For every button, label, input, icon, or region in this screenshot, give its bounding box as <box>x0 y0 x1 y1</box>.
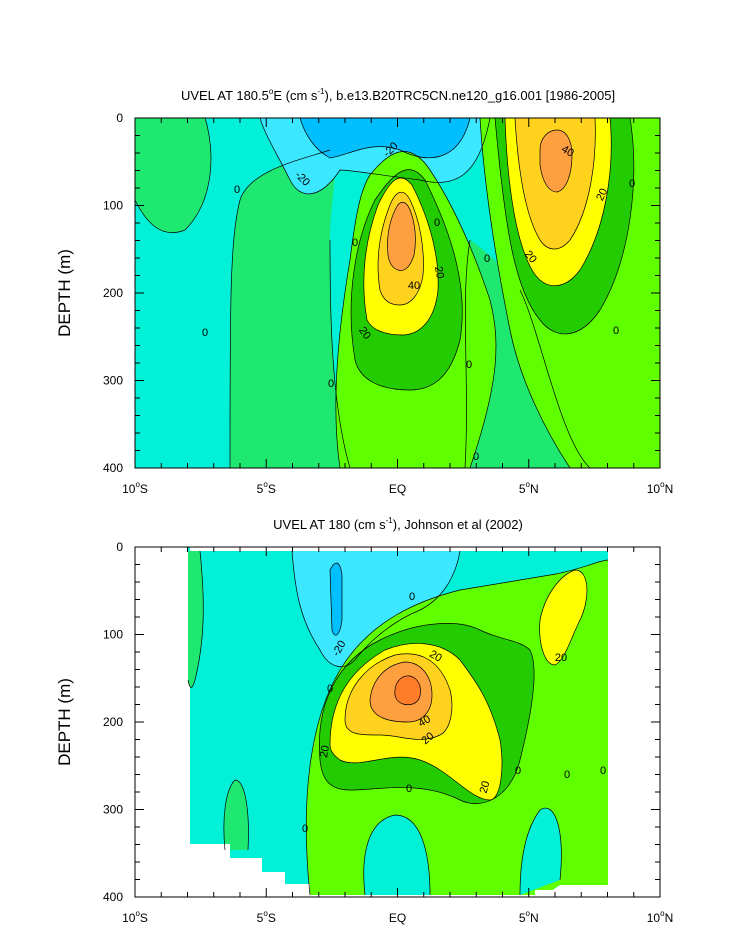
contour-label: 0 <box>484 253 490 265</box>
contour-band-right-40b <box>540 130 572 192</box>
y-tick-label: 100 <box>103 199 123 213</box>
contour-band-green-left <box>135 118 211 233</box>
contour-band-left-low <box>223 780 249 850</box>
contour-lines <box>135 118 635 468</box>
contour-label: 0 <box>328 378 334 390</box>
contour-label: 0 <box>564 769 570 781</box>
contour-label: 0 <box>600 765 606 777</box>
x-tick-label: 10oS <box>122 480 148 496</box>
x-tick-label: 5oN <box>519 480 539 496</box>
contour-band-neg20 <box>330 563 342 636</box>
contour-label: 0 <box>406 783 412 795</box>
contour-label: 20 <box>318 744 332 758</box>
x-tick-label: 5oN <box>519 909 539 925</box>
panel-top-contour-fill: 0 0 0 0 0 0 0 0 0 0 -20 -20 20 20 20 20 … <box>135 118 660 468</box>
x-tick-label: 10oN <box>647 480 673 496</box>
contour-band-50 <box>394 675 421 705</box>
whitespace-bottom-left <box>188 844 310 897</box>
contour-band-lower-cyan-right <box>520 808 562 895</box>
x-tick-label: 5oS <box>257 480 276 496</box>
whitespace-bottom-right <box>535 885 608 897</box>
contour-band-green-left <box>188 551 204 688</box>
contour-label: 0 <box>613 325 619 337</box>
y-tick-label: 200 <box>103 286 123 300</box>
panel-top-y-tick-labels: 0 100 200 300 400 <box>103 111 123 475</box>
panel-bottom: UVEL AT 180 (cm s-1), Johnson et al (200… <box>55 516 673 925</box>
y-tick-label: 200 <box>103 715 123 729</box>
contour-label: 0 <box>466 359 472 371</box>
contour-label: 20 <box>478 780 493 795</box>
contour-label: 40 <box>408 280 420 292</box>
y-tick-label: 400 <box>103 890 123 904</box>
contour-label: 0 <box>515 765 521 777</box>
y-tick-label: 300 <box>103 803 123 817</box>
contour-label: 0 <box>434 217 440 229</box>
contour-label: 20 <box>555 652 567 664</box>
panel-top-ticks <box>134 117 661 469</box>
contour-label: 0 <box>409 591 415 603</box>
x-tick-label: EQ <box>389 911 406 925</box>
contour-label: 40 <box>559 143 576 160</box>
contour-label: 20 <box>594 187 610 203</box>
panel-bottom-y-tick-labels: 0 100 200 300 400 <box>103 540 123 904</box>
contour-label: 0 <box>473 451 479 463</box>
y-tick-label: 100 <box>103 628 123 642</box>
x-tick-label: 10oN <box>647 909 673 925</box>
panel-bottom-title: UVEL AT 180 (cm s-1), Johnson et al (200… <box>273 516 523 532</box>
y-tick-label: 0 <box>116 540 123 554</box>
contour-lines <box>187 550 609 896</box>
contour-label: 20 <box>356 325 373 342</box>
panel-bottom-ticks <box>134 546 661 898</box>
x-tick-label: EQ <box>389 482 406 496</box>
contour-label: 0 <box>302 823 308 835</box>
contour-label: 20 <box>432 265 446 279</box>
panel-bottom-y-axis-label: DEPTH (m) <box>55 678 74 766</box>
panel-top: UVEL AT 180.5oE (cm s-1), b.e13.B20TRC5C… <box>55 87 673 496</box>
contour-label: 0 <box>202 327 208 339</box>
panel-bottom-x-tick-labels: 10oS 5oS EQ 5oN 10oN <box>122 909 673 925</box>
contour-band-neg20 <box>300 118 470 158</box>
panel-top-x-tick-labels: 10oS 5oS EQ 5oN 10oN <box>122 480 673 496</box>
y-tick-label: 0 <box>116 111 123 125</box>
contour-band-lower-cyan <box>363 815 430 895</box>
y-tick-label: 300 <box>103 374 123 388</box>
contour-label: 0 <box>629 178 635 190</box>
panel-top-y-axis-label: DEPTH (m) <box>55 249 74 337</box>
contour-band-right-blob <box>539 570 587 665</box>
contour-fill-group <box>135 118 660 468</box>
contour-label: 0 <box>327 683 333 695</box>
contour-label: 40 <box>416 713 433 730</box>
y-tick-label: 400 <box>103 461 123 475</box>
contour-label: 20 <box>427 648 444 665</box>
contour-label: 0 <box>352 237 358 249</box>
contour-band-40 <box>387 202 416 271</box>
panel-top-title: UVEL AT 180.5oE (cm s-1), b.e13.B20TRC5C… <box>181 87 615 103</box>
contour-label: 0 <box>234 184 240 196</box>
x-tick-label: 5oS <box>257 909 276 925</box>
x-tick-label: 10oS <box>122 909 148 925</box>
